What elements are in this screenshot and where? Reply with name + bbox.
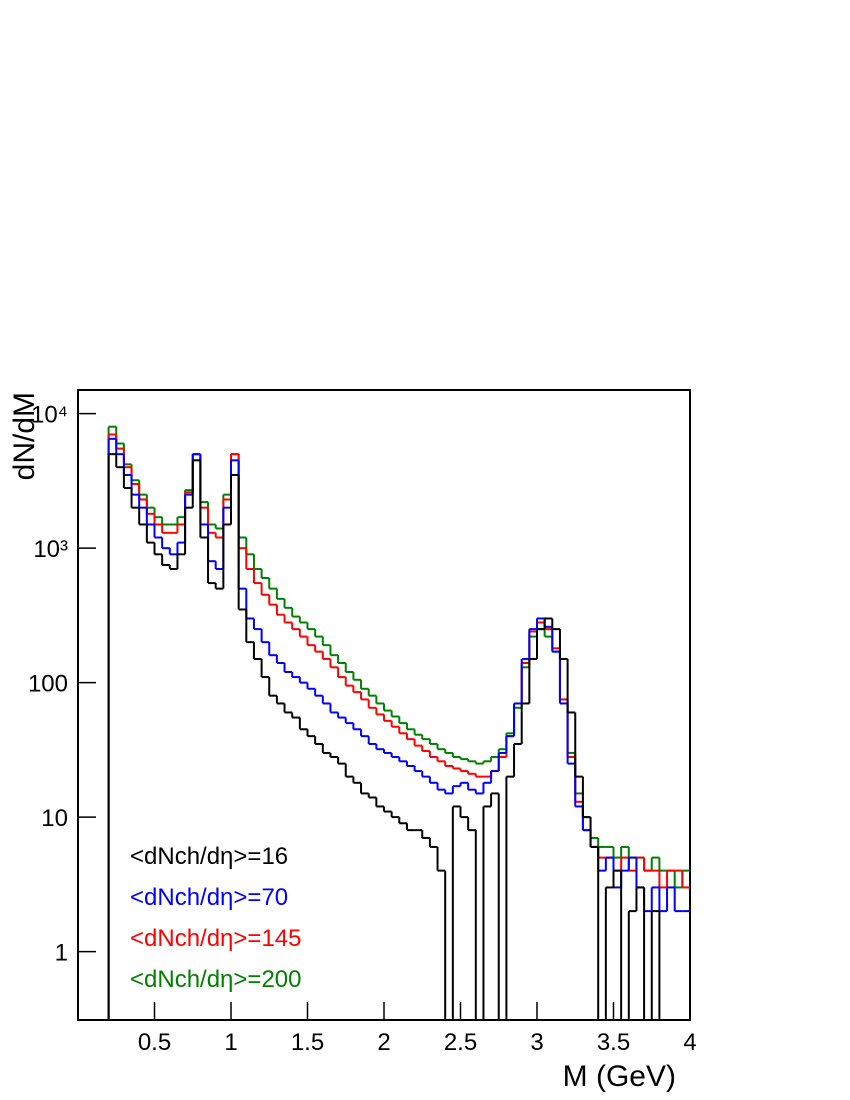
legend-entry: <dNch/dη>=145 <box>130 925 301 952</box>
x-tick-label: 4 <box>683 1029 696 1056</box>
x-axis-label: M (GeV) <box>563 1060 676 1093</box>
y-tick-label: 100 <box>28 671 68 698</box>
y-tick-label: 1 <box>55 940 68 967</box>
y-tick-label: 10³ <box>33 536 68 563</box>
x-tick-label: 2.5 <box>444 1029 477 1056</box>
plot-area <box>107 425 690 1020</box>
legend-entry: <dNch/dη>=70 <box>130 884 288 911</box>
y-tick-label: 10⁴ <box>31 402 68 429</box>
legend-entry: <dNch/dη>=200 <box>130 966 301 993</box>
x-tick-label: 3.5 <box>597 1029 630 1056</box>
x-tick-label: 3 <box>530 1029 543 1056</box>
x-tick-label: 2 <box>377 1029 390 1056</box>
x-tick-label: 1 <box>224 1029 237 1056</box>
x-tick-label: 1.5 <box>291 1029 324 1056</box>
y-tick-label: 10 <box>41 805 68 832</box>
x-tick-label: 0.5 <box>138 1029 171 1056</box>
y-axis-label: dN/dM <box>8 392 41 480</box>
legend-entry: <dNch/dη>=16 <box>130 843 288 870</box>
